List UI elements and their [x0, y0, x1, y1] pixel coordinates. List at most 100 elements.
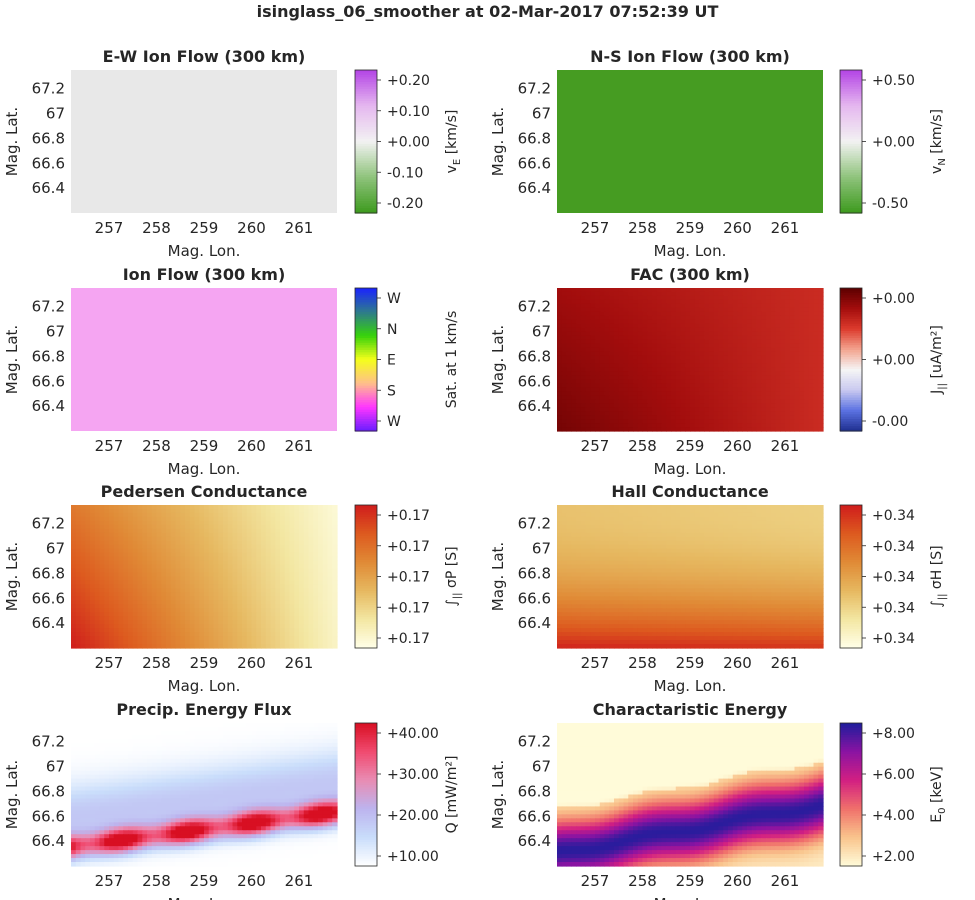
heatmap-cell: [128, 540, 134, 546]
heatmap-cell: [142, 644, 148, 649]
heatmap-cell: [690, 536, 696, 542]
heatmap-cell: [604, 339, 610, 345]
heatmap-cell: [623, 359, 629, 365]
heatmap-cell: [142, 552, 148, 558]
heatmap-cell: [194, 632, 200, 637]
heatmap-cell: [75, 636, 82, 641]
heatmap-cell: [713, 399, 720, 404]
heatmap-cell: [737, 391, 743, 396]
heatmap-cell: [322, 592, 329, 597]
y-tick-label: 66.4: [518, 179, 551, 197]
heatmap-cell: [227, 616, 234, 621]
heatmap-cell: [785, 411, 791, 416]
heatmap-cell: [709, 532, 715, 538]
heatmap-cell: [576, 411, 582, 416]
heatmap-cell: [818, 323, 824, 329]
heatmap-cell: [308, 596, 314, 601]
heatmap-cell: [118, 580, 124, 586]
heatmap-cell: [728, 323, 734, 329]
heatmap-cell: [208, 536, 215, 542]
heatmap-cell: [99, 636, 105, 641]
heatmap-cell: [590, 323, 596, 329]
heatmap-cell: [732, 375, 739, 380]
colorbar-segment: [355, 402, 377, 406]
heatmap-cell: [737, 375, 743, 380]
heatmap-cell: [766, 403, 772, 408]
heatmap-cell: [799, 387, 805, 392]
heatmap-cell: [128, 632, 134, 637]
heatmap-cell: [557, 415, 563, 420]
heatmap-cell: [585, 520, 591, 526]
heatmap-cell: [175, 520, 181, 526]
heatmap-cell: [780, 399, 786, 404]
heatmap-cell: [242, 596, 248, 601]
heatmap-cell: [322, 616, 329, 621]
heatmap-cell: [713, 536, 720, 542]
heatmap-cell: [128, 524, 134, 530]
heatmap-cell: [265, 532, 272, 538]
heatmap-cell: [265, 508, 272, 514]
heatmap-cell: [318, 524, 324, 530]
heatmap-cell: [694, 411, 701, 416]
heatmap-cell: [227, 536, 234, 542]
colorbar-segment: [355, 89, 377, 93]
heatmap-cell: [804, 423, 810, 428]
heatmap-cell: [180, 564, 186, 570]
heatmap-cell: [557, 347, 563, 353]
heatmap-cell: [728, 375, 734, 380]
colorbar-segment: [355, 411, 377, 415]
heatmap-cell: [661, 387, 667, 392]
heatmap-cell: [561, 291, 568, 297]
heatmap-cell: [661, 532, 667, 538]
heatmap-cell: [813, 371, 819, 376]
colorbar-segment: [355, 397, 377, 401]
heatmap-cell: [637, 391, 644, 396]
heatmap-cell: [322, 584, 329, 590]
heatmap-cell: [818, 315, 824, 321]
heatmap-cell: [761, 391, 767, 396]
heatmap-cell: [576, 371, 582, 376]
heatmap-cell: [322, 528, 329, 534]
heatmap-cell: [623, 407, 629, 412]
heatmap-cell: [661, 335, 667, 341]
colorbar-segment: [840, 184, 862, 188]
heatmap-cell: [680, 411, 686, 416]
heatmap-cell: [175, 632, 181, 637]
heatmap-cell: [637, 524, 644, 530]
heatmap-cell: [747, 508, 753, 514]
heatmap-cell: [327, 576, 333, 582]
heatmap-cell: [675, 327, 682, 333]
heatmap-cell: [642, 323, 648, 329]
heatmap-cell: [313, 560, 319, 566]
heatmap-cell: [566, 520, 572, 526]
heatmap-cell: [332, 580, 338, 586]
heatmap-cell: [770, 307, 777, 313]
heatmap-cell: [718, 355, 724, 361]
heatmap-cell: [623, 379, 629, 384]
heatmap-cell: [213, 532, 219, 538]
heatmap-cell: [261, 644, 267, 649]
heatmap-cell: [137, 528, 143, 534]
x-tick-label: 257: [581, 219, 610, 237]
heatmap-cell: [166, 596, 172, 601]
heatmap-cell: [189, 640, 196, 645]
heatmap-cell: [251, 632, 257, 637]
heatmap-cell: [680, 327, 686, 333]
heatmap-cell: [227, 508, 234, 514]
heatmap-cell: [75, 628, 82, 633]
heatmap-cell: [666, 311, 672, 317]
heatmap-cell: [218, 644, 224, 649]
heatmap-cell: [794, 331, 800, 337]
heatmap-cell: [137, 505, 143, 510]
heatmap-cell: [723, 516, 729, 522]
heatmap-cell: [118, 532, 124, 538]
heatmap-cell: [775, 528, 781, 534]
heatmap-cell: [614, 331, 620, 337]
heatmap-cell: [808, 303, 815, 309]
heatmap-cell: [699, 395, 705, 400]
heatmap-cell: [799, 323, 805, 329]
heatmap-cell: [218, 544, 224, 550]
heatmap-cell: [284, 516, 291, 522]
heatmap-cell: [227, 528, 234, 534]
heatmap-cell: [185, 520, 191, 526]
